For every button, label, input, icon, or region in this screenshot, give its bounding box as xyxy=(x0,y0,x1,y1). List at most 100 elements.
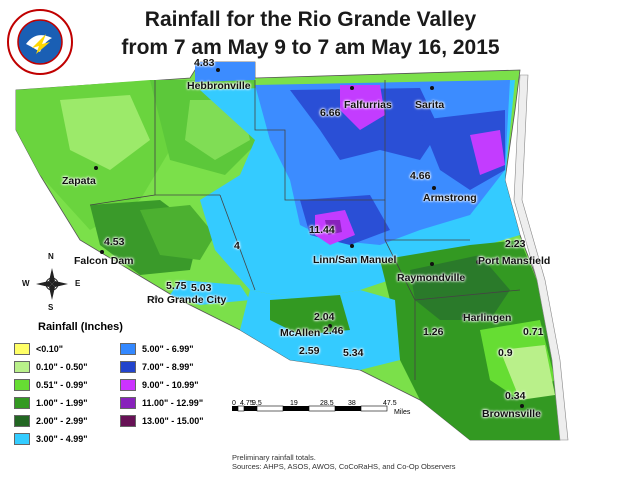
compass-n: N xyxy=(48,252,54,261)
rain-value: 0.71 xyxy=(523,326,544,338)
legend-item: 7.00" - 8.99" xyxy=(120,361,194,373)
scale-tick-label: 19 xyxy=(290,400,298,407)
legend-swatch xyxy=(14,361,30,373)
rain-value: 6.66 xyxy=(320,107,341,119)
city-dot xyxy=(350,244,354,248)
compass-e: E xyxy=(75,279,81,288)
rain-value: 5.75 xyxy=(166,280,187,292)
legend-label: 9.00" - 10.99" xyxy=(142,380,199,390)
city-dot xyxy=(430,86,434,90)
scale-unit: Miles xyxy=(394,409,411,416)
legend-item: 11.00" - 12.99" xyxy=(120,397,203,409)
city-dot xyxy=(94,166,98,170)
legend-label: 13.00" - 15.00" xyxy=(142,416,204,426)
legend-label: 5.00" - 6.99" xyxy=(142,344,194,354)
title-line-2: from 7 am May 9 to 7 am May 16, 2015 xyxy=(121,36,500,59)
scale-bar xyxy=(228,396,428,426)
legend-item: 0.10" - 0.50" xyxy=(14,361,88,373)
legend-item: 2.00" - 2.99" xyxy=(14,415,88,427)
legend-label: 1.00" - 1.99" xyxy=(36,398,88,408)
place-sarita: Sarita xyxy=(415,99,445,111)
legend-label: 3.00" - 4.99" xyxy=(36,434,88,444)
city-dot xyxy=(216,68,220,72)
scale-tick-label: 47.5 xyxy=(383,400,397,407)
city-dot xyxy=(328,324,332,328)
legend-swatch xyxy=(14,397,30,409)
legend-label: 11.00" - 12.99" xyxy=(142,398,204,408)
rain-value: 2.46 xyxy=(323,325,344,337)
place-raymondville: Raymondville xyxy=(397,272,466,284)
rain-value: 5.34 xyxy=(343,347,364,359)
legend-swatch xyxy=(120,397,136,409)
city-dot xyxy=(462,314,466,318)
legend-item: 9.00" - 10.99" xyxy=(120,379,199,391)
rain-value: 5.03 xyxy=(191,282,212,294)
place-harlingen: Harlingen xyxy=(463,312,512,324)
legend-item: 13.00" - 15.00" xyxy=(120,415,204,427)
legend-label: 7.00" - 8.99" xyxy=(142,362,194,372)
gulf-water xyxy=(520,70,621,440)
city-dot xyxy=(430,262,434,266)
rain-value: 0.9 xyxy=(498,347,513,359)
legend-title: Rainfall (Inches) xyxy=(38,321,123,333)
place-falcon-dam: Falcon Dam xyxy=(74,255,134,267)
rain-value: 4.83 xyxy=(194,57,215,69)
legend-label: <0.10" xyxy=(36,344,64,354)
city-dot xyxy=(100,250,104,254)
legend-swatch xyxy=(120,361,136,373)
legend-label: 0.10" - 0.50" xyxy=(36,362,88,372)
compass-rose xyxy=(30,262,74,306)
legend-item: 1.00" - 1.99" xyxy=(14,397,88,409)
city-dot xyxy=(350,86,354,90)
footer-line-2: Sources: AHPS, ASOS, AWOS, CoCoRaHS, and… xyxy=(232,462,456,471)
rain-value: 2.23 xyxy=(505,238,526,250)
scale-tick-label: 4.75 xyxy=(240,400,254,407)
city-dot xyxy=(476,260,480,264)
city-dot xyxy=(432,186,436,190)
legend-item: 0.51" - 0.99" xyxy=(14,379,88,391)
compass-s: S xyxy=(48,303,54,312)
place-armstrong: Armstrong xyxy=(423,192,477,204)
scale-tick-label: 9.5 xyxy=(252,400,262,407)
compass-w: W xyxy=(22,279,30,288)
place-brownsville: Brownsville xyxy=(482,408,541,420)
nws-logo xyxy=(6,8,74,76)
legend-swatch xyxy=(14,433,30,445)
legend-item: <0.10" xyxy=(14,343,63,355)
legend-swatch xyxy=(120,415,136,427)
scale-tick-label: 0 xyxy=(232,400,236,407)
city-dot xyxy=(520,404,524,408)
rain-value: 11.44 xyxy=(309,224,335,236)
place-falfurrias: Falfurrias xyxy=(344,99,392,111)
place-linn-san-manuel: Linn/San Manuel xyxy=(313,254,397,266)
title-line-1: Rainfall for the Rio Grande Valley xyxy=(144,8,477,31)
rain-value: 1.26 xyxy=(423,326,444,338)
place-mcallen: McAllen xyxy=(280,327,321,339)
rain-value: 4.53 xyxy=(104,236,125,248)
place-rio-grande-city: Rio Grande City xyxy=(147,294,227,306)
legend-swatch xyxy=(14,343,30,355)
legend-swatch xyxy=(14,415,30,427)
city-dot xyxy=(154,296,158,300)
place-port-mansfield: Port Mansfield xyxy=(478,255,551,267)
rain-value: 0.34 xyxy=(505,390,526,402)
rain-value: 4 xyxy=(234,240,240,252)
rain-value: 4.66 xyxy=(410,170,431,182)
rain-value: 2.04 xyxy=(314,311,335,323)
legend-item: 3.00" - 4.99" xyxy=(14,433,88,445)
legend-label: 2.00" - 2.99" xyxy=(36,416,88,426)
footer-line-1: Preliminary rainfall totals. xyxy=(232,453,316,462)
legend-swatch xyxy=(120,379,136,391)
footer-notes: Preliminary rainfall totals. Sources: AH… xyxy=(232,453,456,471)
place-zapata: Zapata xyxy=(62,175,96,187)
legend-item: 5.00" - 6.99" xyxy=(120,343,194,355)
legend-label: 0.51" - 0.99" xyxy=(36,380,88,390)
scale-tick-label: 38 xyxy=(348,400,356,407)
scale-tick-label: 28.5 xyxy=(320,400,334,407)
legend-swatch xyxy=(120,343,136,355)
barrier-island xyxy=(513,74,569,441)
place-hebbronville: Hebbronville xyxy=(187,80,251,92)
legend-swatch xyxy=(14,379,30,391)
